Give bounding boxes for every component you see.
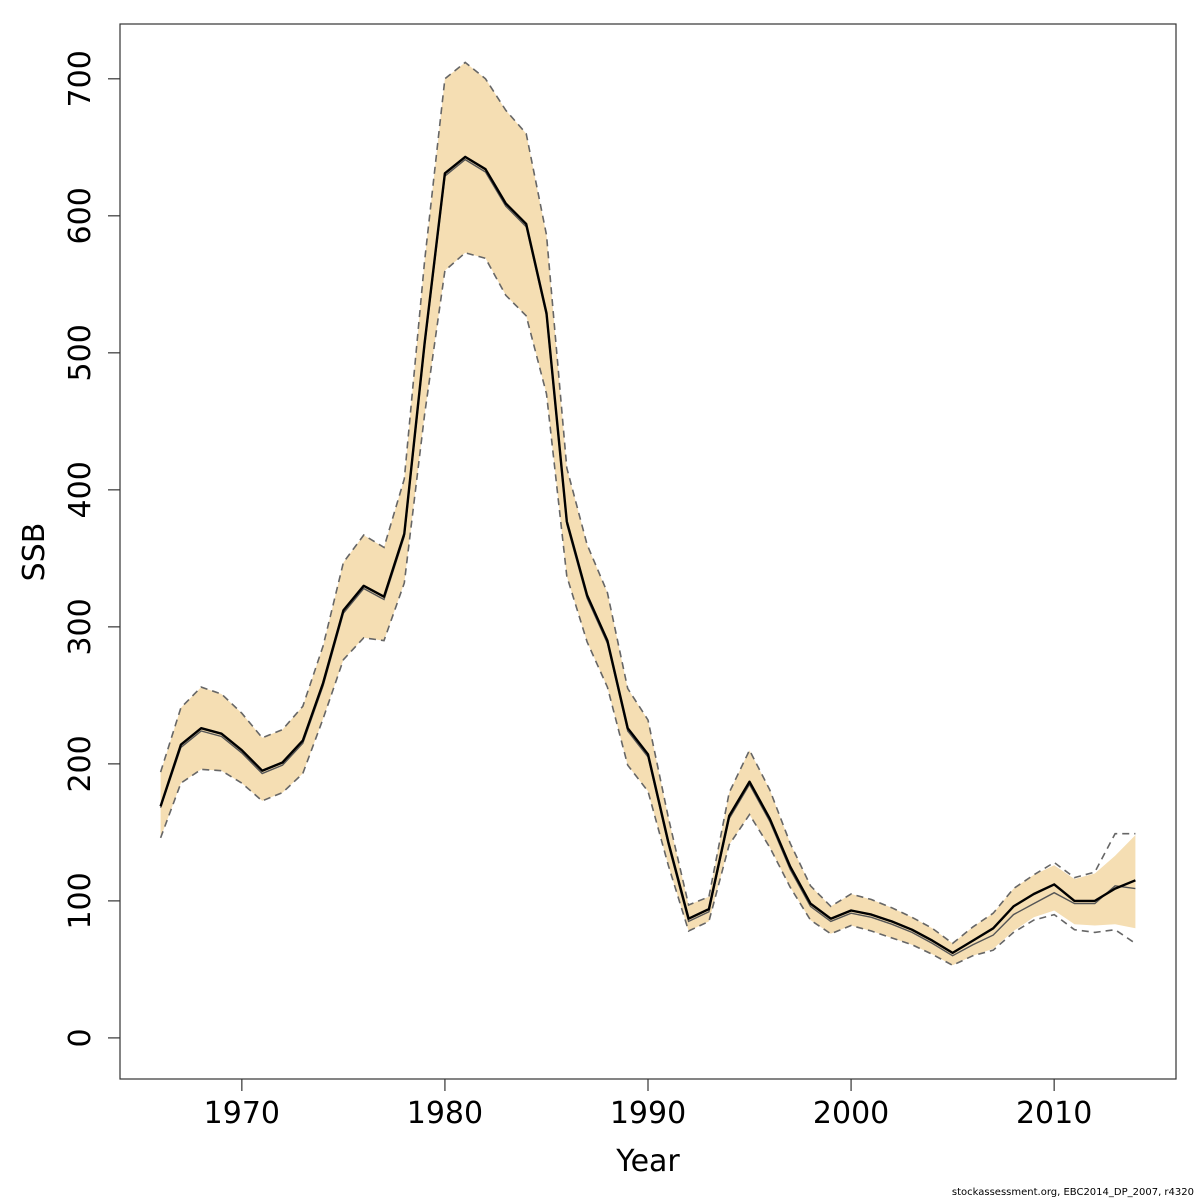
- upper-bound-line: [159, 61, 1136, 945]
- lower-bound-line: [159, 251, 1136, 967]
- x-tick-label: 1990: [610, 1096, 686, 1131]
- confidence-band-layer: [160, 62, 1136, 966]
- x-axis-title: Year: [615, 1144, 680, 1179]
- y-tick-label: 200: [63, 735, 98, 792]
- y-tick-label: 400: [63, 461, 98, 518]
- y-tick-label: 500: [63, 324, 98, 381]
- source-footnote: stockassessment.org, EBC2014_DP_2007, r4…: [951, 1187, 1194, 1198]
- x-tick-label: 2010: [1016, 1096, 1092, 1131]
- x-tick-label: 1980: [407, 1096, 483, 1131]
- y-tick-label: 600: [63, 187, 98, 244]
- y-tick-label: 100: [63, 872, 98, 929]
- x-tick-label: 2000: [813, 1096, 889, 1131]
- confidence-band: [160, 62, 1136, 966]
- y-tick-label: 300: [63, 598, 98, 655]
- y-tick-label: 700: [63, 50, 98, 107]
- series-line-layer: [159, 61, 1136, 967]
- y-tick-label: 0: [63, 1028, 98, 1047]
- y-axis-title: SSB: [17, 523, 52, 582]
- axes: 1970 1980 1990 2000 2010 0 100 200 300 400 500 600 7…: [63, 23, 1177, 1131]
- x-tick-label: 1970: [204, 1096, 280, 1131]
- ssb-estimate-line: [159, 155, 1136, 955]
